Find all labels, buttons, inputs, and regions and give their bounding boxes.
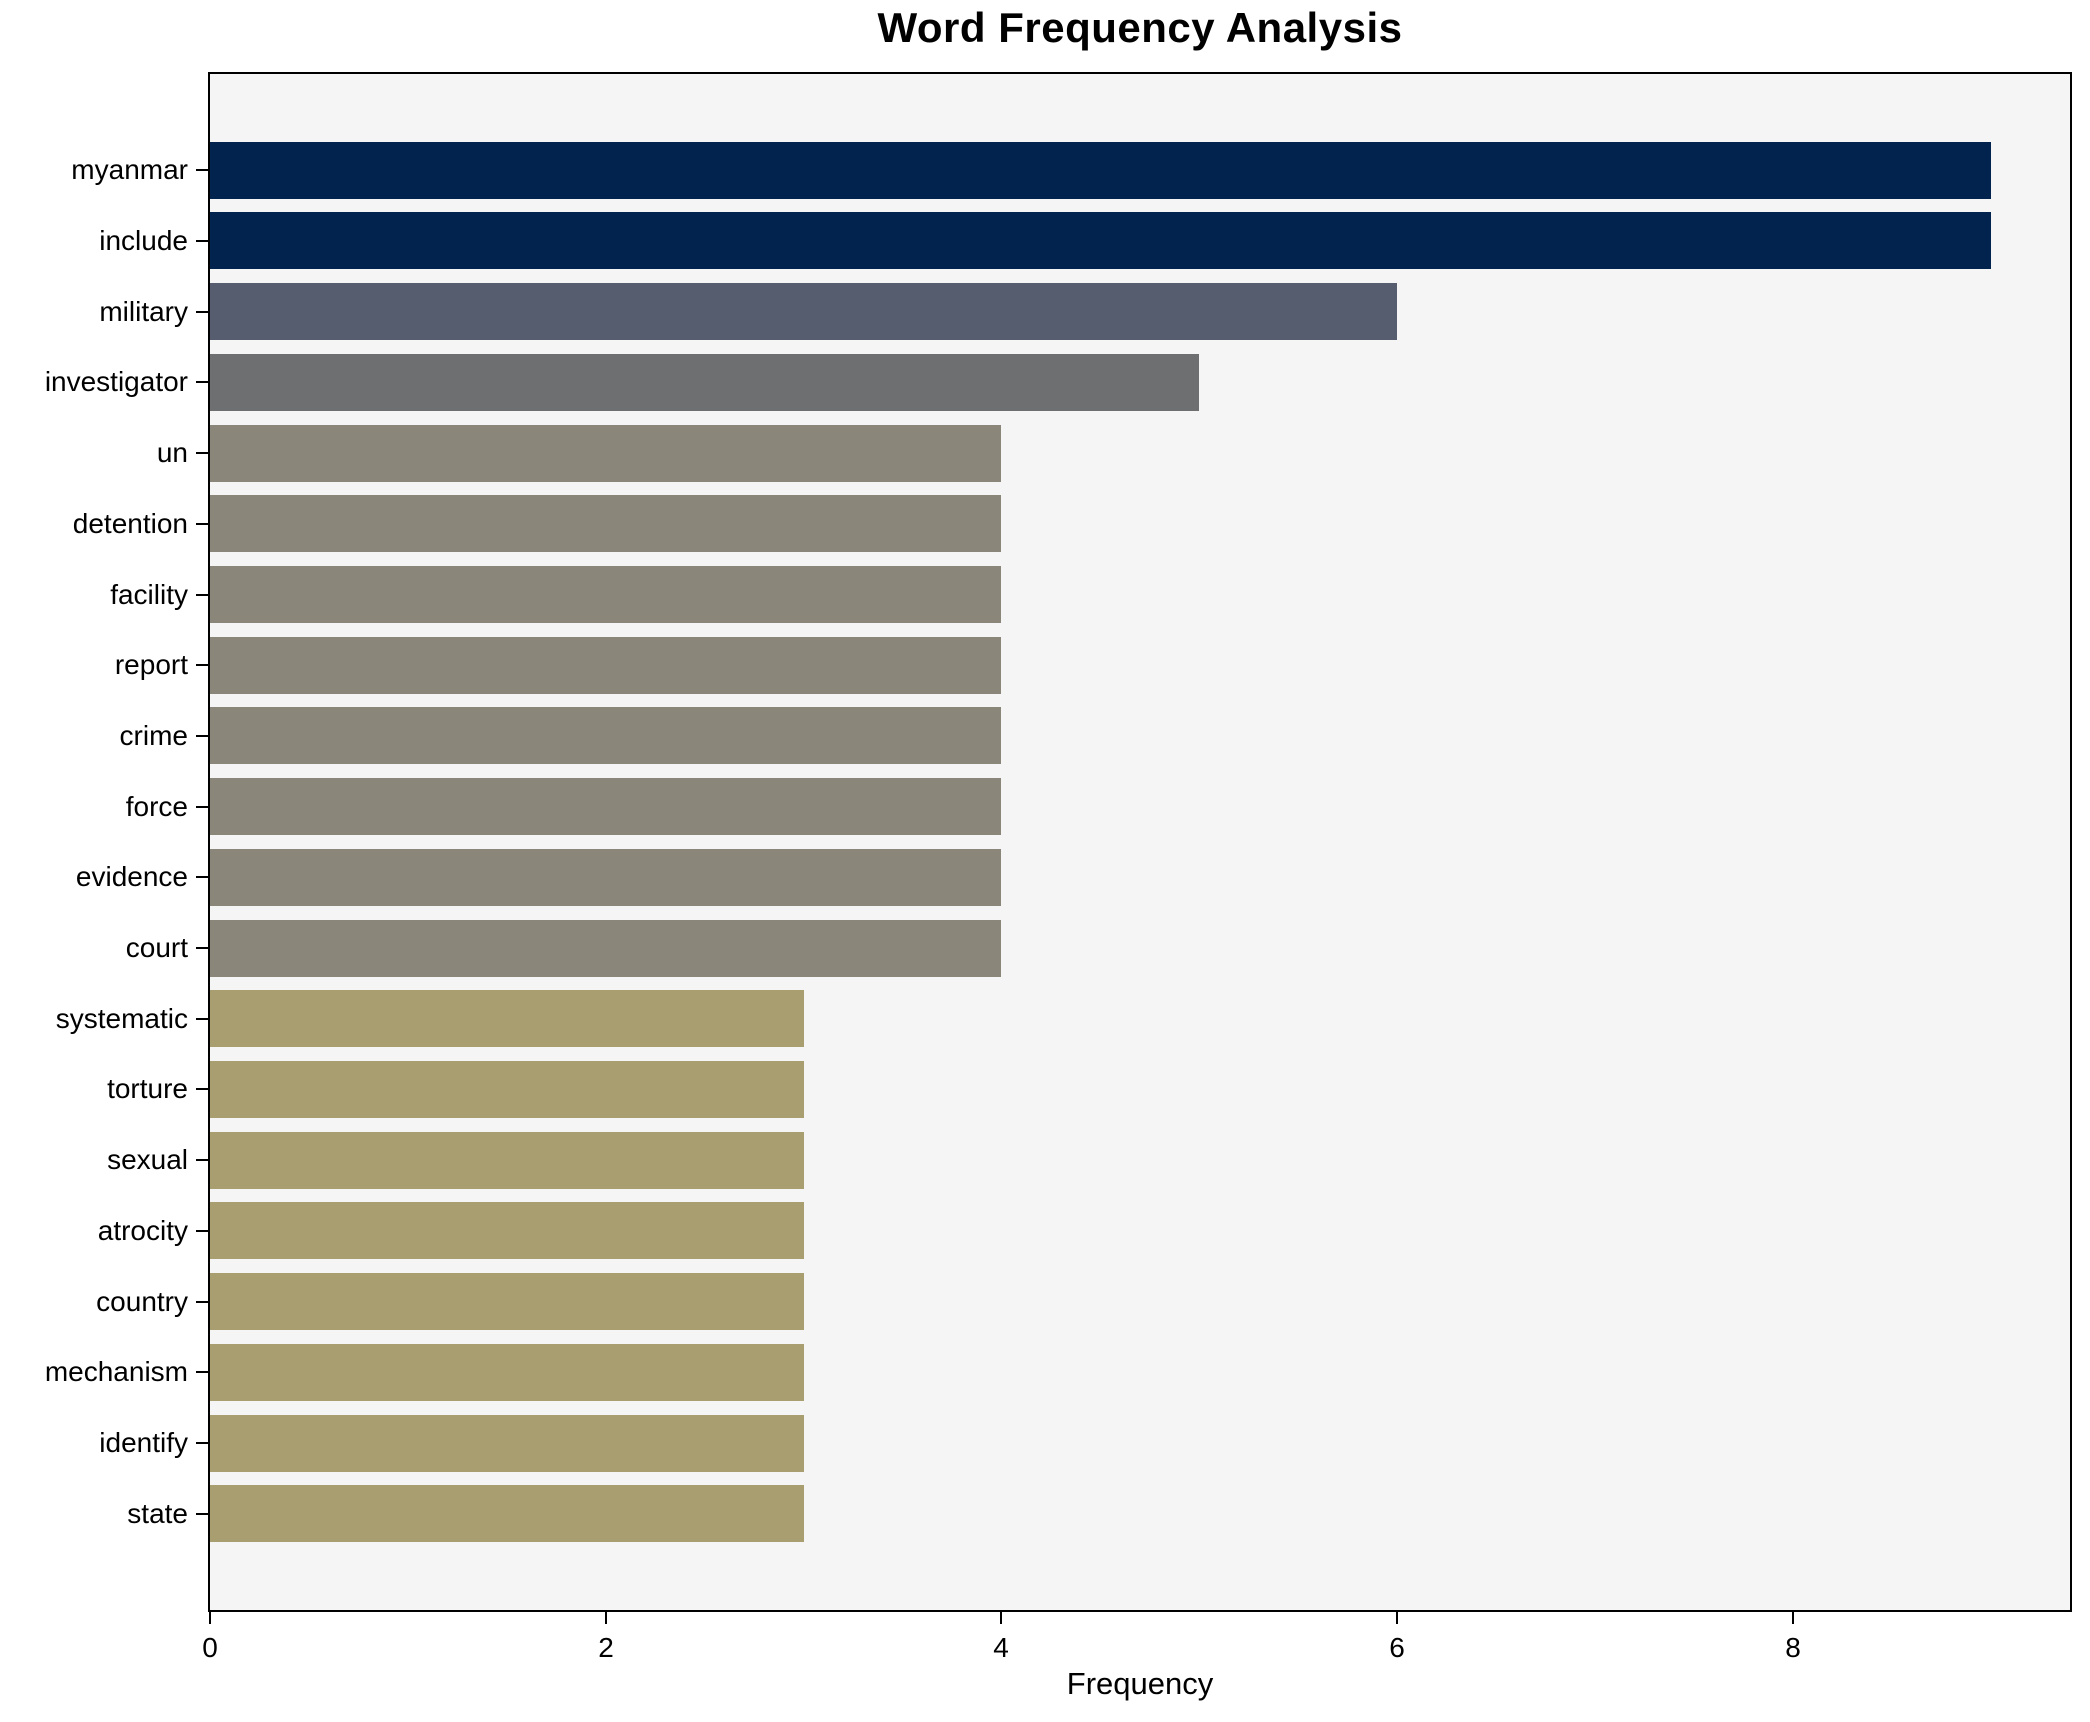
y-tick-mark (196, 452, 208, 454)
y-tick-mark (196, 311, 208, 313)
y-tick-mark (196, 169, 208, 171)
x-tick-label-6: 6 (1389, 1632, 1405, 1663)
chart-title: Word Frequency Analysis (877, 4, 1403, 51)
y-tick-label-identify: identify (99, 1427, 188, 1458)
bar-include (210, 212, 1991, 269)
bar-report (210, 637, 1001, 694)
y-tick-label-sexual: sexual (107, 1144, 188, 1175)
y-tick-label-evidence: evidence (75, 861, 188, 892)
y-tick-label-torture: torture (107, 1073, 188, 1104)
y-tick-label-systematic: systematic (55, 1003, 188, 1034)
y-tick-mark (196, 1442, 208, 1444)
x-axis-label: Frequency (1066, 1666, 1214, 1701)
y-tick-mark (196, 1301, 208, 1303)
bar-state (210, 1485, 804, 1542)
y-tick-mark (196, 1159, 208, 1161)
bar-military (210, 283, 1397, 340)
bar-force (210, 778, 1001, 835)
x-tick-mark (605, 1612, 607, 1624)
bar-atrocity (210, 1202, 804, 1259)
y-tick-mark (196, 876, 208, 878)
y-tick-label-include: include (99, 225, 188, 256)
x-tick-label-2: 2 (598, 1632, 614, 1663)
bar-myanmar (210, 142, 1991, 199)
y-tick-label-force: force (125, 791, 188, 822)
y-tick-mark (196, 240, 208, 242)
bar-facility (210, 566, 1001, 623)
bar-sexual (210, 1132, 804, 1189)
y-tick-mark (196, 523, 208, 525)
y-tick-label-state: state (127, 1498, 188, 1529)
y-tick-label-mechanism: mechanism (44, 1356, 188, 1387)
x-tick-mark (1792, 1612, 1794, 1624)
y-tick-mark (196, 1088, 208, 1090)
x-tick-label-8: 8 (1785, 1632, 1801, 1663)
bar-un (210, 425, 1001, 482)
y-tick-label-crime: crime (119, 720, 188, 751)
y-tick-mark (196, 806, 208, 808)
y-tick-mark (196, 664, 208, 666)
x-tick-mark (1396, 1612, 1398, 1624)
bar-torture (210, 1061, 804, 1118)
bar-country (210, 1273, 804, 1330)
y-tick-label-report: report (114, 649, 188, 680)
y-tick-mark (196, 735, 208, 737)
y-tick-mark (196, 1230, 208, 1232)
y-tick-label-court: court (125, 932, 188, 963)
bar-evidence (210, 849, 1001, 906)
x-tick-label-4: 4 (993, 1632, 1009, 1663)
y-tick-label-myanmar: myanmar (71, 154, 188, 185)
y-tick-mark (196, 1018, 208, 1020)
y-tick-mark (196, 1513, 208, 1515)
x-tick-label-0: 0 (202, 1632, 218, 1663)
y-tick-label-un: un (156, 437, 188, 468)
bar-crime (210, 707, 1001, 764)
y-tick-label-detention: detention (72, 508, 188, 539)
bar-detention (210, 495, 1001, 552)
y-tick-label-investigator: investigator (44, 366, 188, 397)
x-tick-mark (1000, 1612, 1002, 1624)
bar-systematic (210, 990, 804, 1047)
bar-investigator (210, 354, 1199, 411)
plot-area (208, 72, 2072, 1612)
y-tick-mark (196, 594, 208, 596)
y-tick-label-country: country (96, 1286, 188, 1317)
bar-identify (210, 1415, 804, 1472)
y-tick-mark (196, 947, 208, 949)
y-tick-mark (196, 1371, 208, 1373)
y-tick-label-facility: facility (110, 579, 188, 610)
bar-mechanism (210, 1344, 804, 1401)
y-tick-mark (196, 381, 208, 383)
bar-court (210, 920, 1001, 977)
y-tick-label-military: military (99, 296, 188, 327)
x-tick-mark (209, 1612, 211, 1624)
y-tick-label-atrocity: atrocity (97, 1215, 188, 1246)
